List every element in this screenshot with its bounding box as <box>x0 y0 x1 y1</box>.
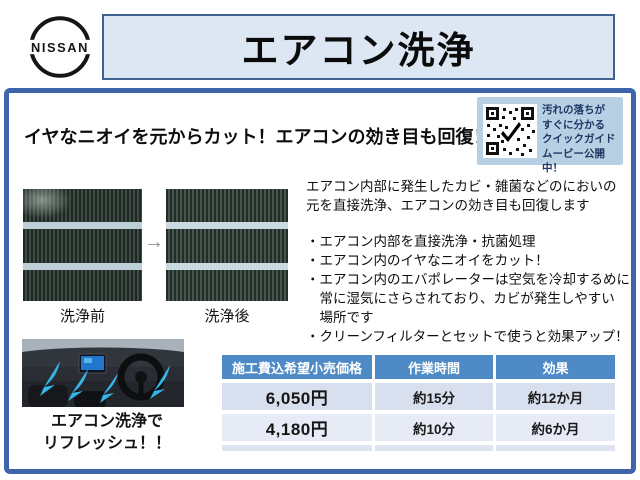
table-row: 約15分 <box>375 383 493 410</box>
desc-bullet: 常に湿気にさらされており、カビが発生しやすい <box>306 291 615 306</box>
desc-bullet: 場所です <box>306 310 374 325</box>
desc-intro-line: エアコン内部に発生したカビ・雑菌などのにおいの <box>306 179 617 194</box>
table-row: 4,180円 <box>222 414 372 441</box>
table-row-empty <box>222 445 372 451</box>
refresh-caption: エアコン洗浄で リフレッシュ！！ <box>22 411 192 455</box>
after-label: 洗浄後 <box>204 308 250 325</box>
arrow-right-icon: → <box>144 231 164 253</box>
qr-promo-box: 汚れの落ちが すぐに分かる クイックガイド ムービー公開中！ <box>477 97 623 174</box>
qr-promo-text: 汚れの落ちが すぐに分かる クイックガイド ムービー公開中！ <box>542 103 623 176</box>
nissan-wordmark: NISSAN <box>31 40 89 55</box>
content-panel: イヤなニオイを元からカット！エアコンの効き目も回復！ <box>4 88 636 474</box>
qr-line: 汚れの落ちが <box>542 104 605 116</box>
qr-line: ムービー公開中！ <box>542 147 605 175</box>
headline: イヤなニオイを元からカット！エアコンの効き目も回復！ <box>24 127 492 147</box>
table-row-empty <box>496 445 615 451</box>
desc-bullet: ・エアコン内のエバポレーターは空気を冷却するめに <box>306 272 630 287</box>
qr-code-icon <box>483 104 537 158</box>
table-row: 約12か月 <box>496 383 615 410</box>
evaporator-before-image <box>23 189 142 301</box>
table-header-price: 施工費込希望小売価格 <box>222 355 372 379</box>
page-title-text: エアコン洗浄 <box>241 30 476 71</box>
airflow-arrows-icon <box>40 361 170 403</box>
desc-intro-line: 元を直接洗浄、エアコンの効き目も回復します <box>306 198 590 213</box>
service-description: エアコン内部に発生したカビ・雑菌などのにおいの 元を直接洗浄、エアコンの効き目も… <box>306 177 631 346</box>
qr-line: クイックガイド <box>542 133 616 145</box>
nissan-logo-svg: NISSAN <box>12 16 108 78</box>
qr-check-icon <box>501 122 521 142</box>
table-header-time: 作業時間 <box>375 355 493 379</box>
table-row: 6,050円 <box>222 383 372 410</box>
car-interior-image <box>22 339 184 407</box>
desc-bullet: ・エアコン内のイヤなニオイをカット！ <box>306 253 549 268</box>
refresh-line: エアコン洗浄で <box>50 413 163 430</box>
page-title: エアコン洗浄 <box>102 14 615 80</box>
nissan-logo-icon: NISSAN <box>12 10 108 84</box>
refresh-line: リフレッシュ！！ <box>42 435 171 452</box>
price-table: 施工費込希望小売価格 作業時間 効果 6,050円 約15分 約12か月 4,1… <box>222 355 615 451</box>
qr-line: すぐに分かる <box>542 118 605 131</box>
table-header-effect: 効果 <box>496 355 615 379</box>
table-row: 約10分 <box>375 414 493 441</box>
desc-bullet: ・エアコン内部を直接洗浄・抗菌処理 <box>306 234 536 249</box>
evaporator-after-image <box>166 189 288 301</box>
table-row: 約6か月 <box>496 414 615 441</box>
table-row-empty <box>375 445 493 451</box>
before-label: 洗浄前 <box>59 308 105 325</box>
desc-bullet: ・クリーンフィルターとセットで使うと効果アップ！ <box>306 329 629 344</box>
